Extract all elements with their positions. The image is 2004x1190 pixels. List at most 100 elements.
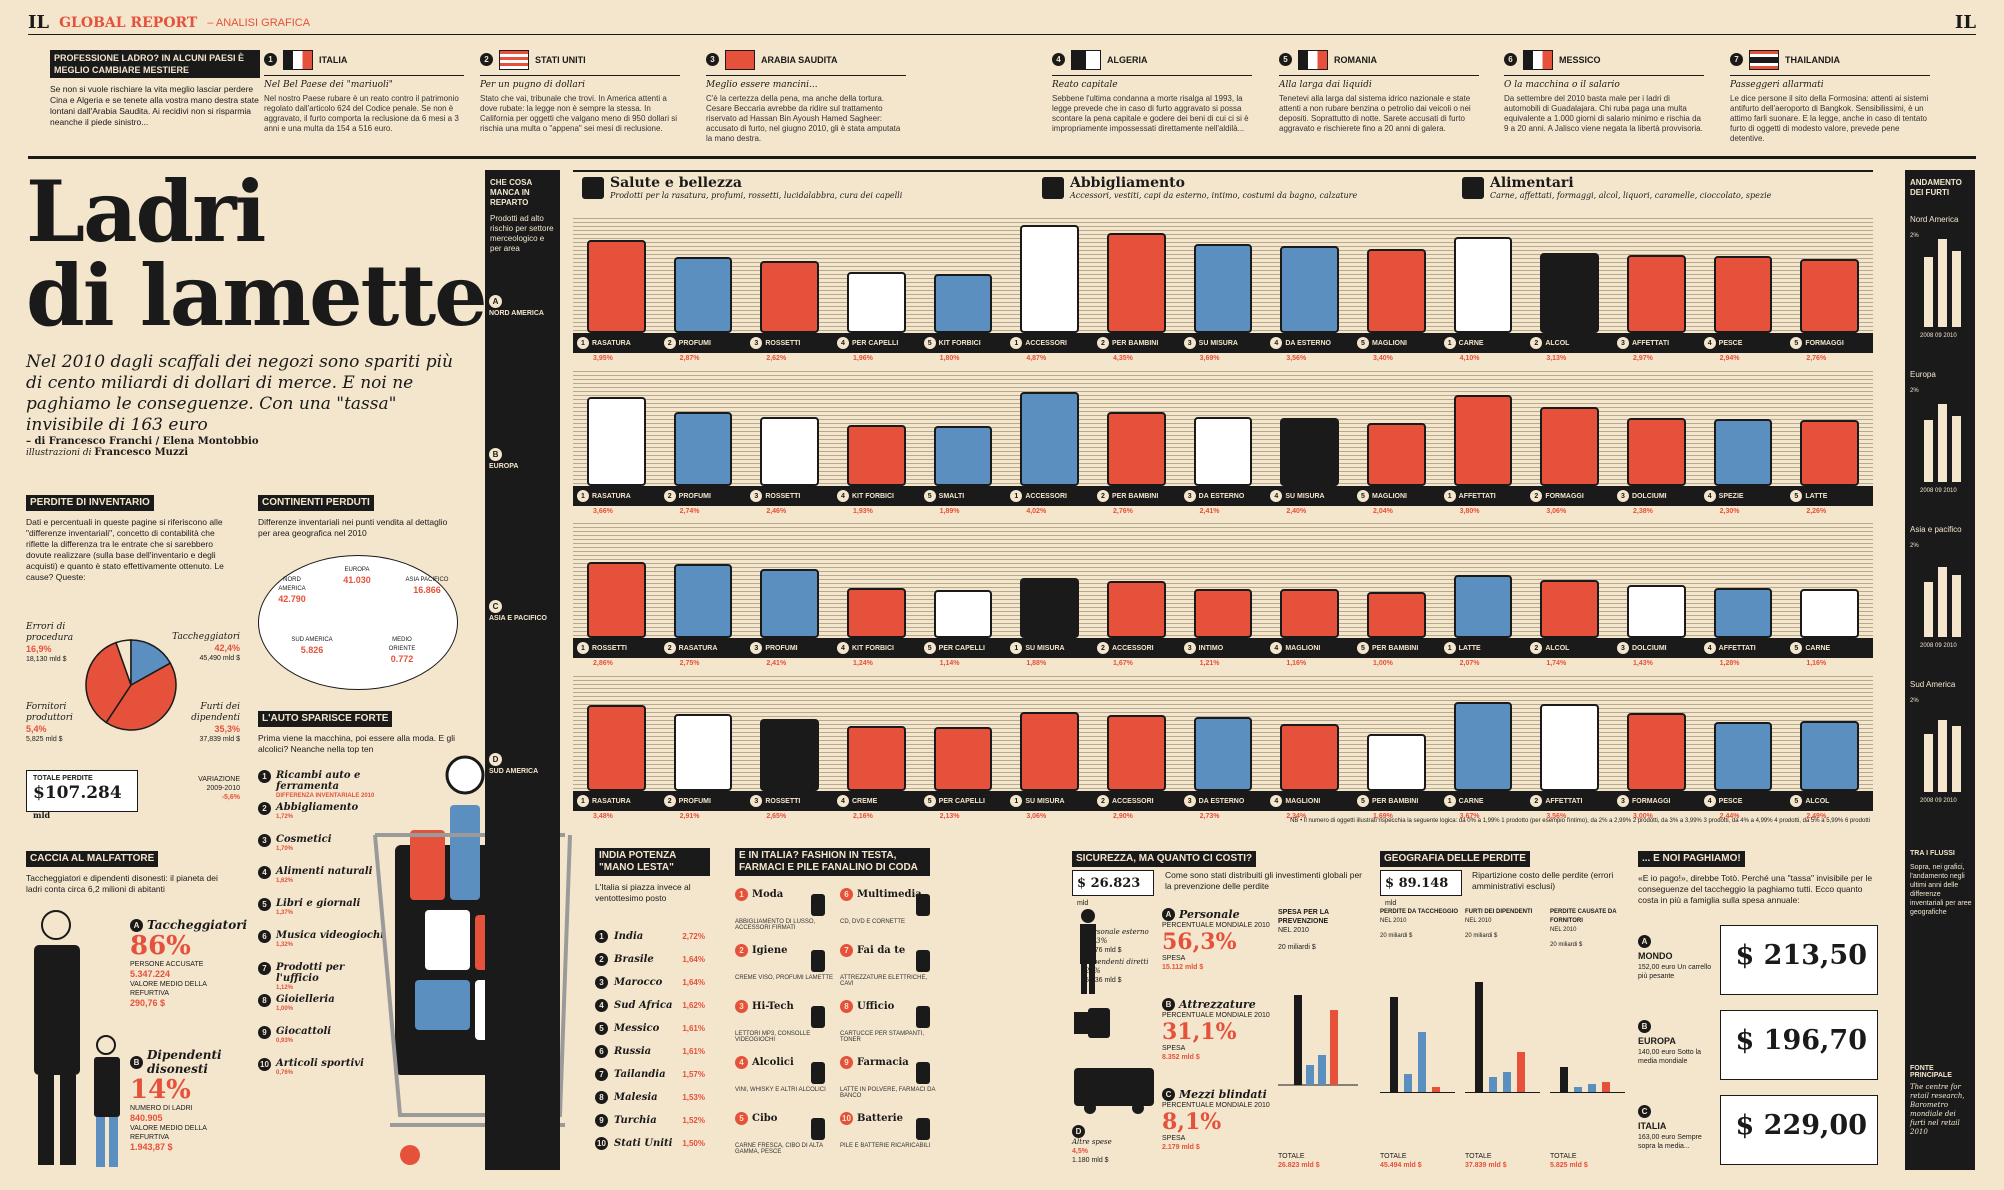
auto-item: 6 Musica videogiochi 1,32% bbox=[258, 930, 388, 962]
title-line-2: di lamette bbox=[26, 246, 488, 345]
product-icon bbox=[673, 564, 733, 638]
continenti-section: CONTINENTI PERDUTI Differenze inventaria… bbox=[258, 492, 458, 539]
product-tag: 1 RASATURA bbox=[577, 793, 631, 809]
product-pct: 2,44% bbox=[1719, 813, 1740, 820]
product-pct: 3,56% bbox=[1286, 355, 1307, 362]
product-icon bbox=[933, 425, 993, 486]
product-tag: 5 MAGLIONI bbox=[1357, 335, 1407, 351]
italia-item: 7 Fai da te ATTREZZATURE ELETTRICHE, CAVI bbox=[840, 944, 940, 987]
product-icon bbox=[1713, 419, 1773, 486]
italia-item: 5 Cibo CARNE FRESCA, CIBO DI ALTA GAMMA, P… bbox=[735, 1112, 835, 1155]
product-icon bbox=[1107, 581, 1166, 638]
product-icon bbox=[1193, 243, 1253, 333]
continent-3: SUD AMERICA 5.826 bbox=[291, 637, 333, 655]
product-icon bbox=[1800, 721, 1859, 791]
product-tag: 4 MAGLIONI bbox=[1270, 793, 1320, 809]
auto-title: L'AUTO SPARISCE FORTE bbox=[258, 711, 393, 727]
india-item: 9 Turchia 1,52% bbox=[595, 1109, 705, 1132]
product-tag: 5 PER CAPELLI bbox=[923, 793, 985, 809]
italia-item: 1 Moda ABBIGLIAMENTO DI LUSSO, ACCESSORI F… bbox=[735, 888, 835, 931]
country-text: Da settembre del 2010 basta male per i l… bbox=[1504, 94, 1703, 133]
product-pct: 2,97% bbox=[1633, 355, 1653, 362]
trend-bar bbox=[1938, 720, 1947, 792]
shelf-region-1: B EUROPA bbox=[489, 448, 519, 470]
product-pct: 4,10% bbox=[1459, 355, 1480, 362]
product-tag: 3 ROSSETTI bbox=[750, 793, 800, 809]
product-tag: 1 ACCESSORI bbox=[1010, 335, 1067, 351]
product-tag: 5 FORMAGGI bbox=[1790, 335, 1844, 351]
category-icon bbox=[916, 1062, 930, 1084]
paghiamo-card-0: $ 213,50 bbox=[1720, 925, 1878, 995]
product-pct: 2,94% bbox=[1719, 355, 1740, 362]
product-tag: 4 DA ESTERNO bbox=[1270, 335, 1331, 351]
product-tag: 3 DA ESTERNO bbox=[1183, 488, 1244, 504]
product-pct: 3,00% bbox=[1633, 813, 1653, 820]
sicurezza-title: SICUREZZA, MA QUANTO CI COSTI? bbox=[1072, 851, 1257, 867]
product-icon bbox=[1367, 423, 1426, 486]
product-icon bbox=[1107, 233, 1166, 333]
geo-chart-0: PERDITE DA TACCHEGGIO NEL 2010 20 miliardi… bbox=[1380, 909, 1459, 1169]
product-tag: 1 ACCESSORI bbox=[1010, 488, 1067, 504]
product-pct: 1,28% bbox=[1719, 660, 1740, 667]
product-tag: 2 ACCESSORI bbox=[1097, 640, 1154, 656]
product-pct: 2,76% bbox=[1113, 508, 1133, 515]
caccia-section: CACCIA AL MALFATTORE Taccheggiatori e di… bbox=[26, 848, 236, 895]
product-tag: 4 CREME bbox=[837, 793, 877, 809]
category-icon bbox=[582, 177, 604, 199]
product-pct: 2,90% bbox=[1113, 813, 1133, 820]
product-icon bbox=[1713, 587, 1773, 638]
logo: IL bbox=[28, 12, 50, 33]
shelf: 1 RASATURA 3,95% 2 PROFUMI 2,87% 3 ROSSETTI 2,62… bbox=[573, 215, 1873, 365]
product-pct: 1,80% bbox=[939, 355, 960, 362]
product-pct: 2,40% bbox=[1286, 508, 1307, 515]
product-icon bbox=[760, 718, 819, 791]
product-pct: 2,26% bbox=[1806, 508, 1827, 515]
product-icon bbox=[1713, 721, 1773, 791]
product-pct: 2,41% bbox=[1199, 508, 1220, 515]
intro-box: PROFESSIONE LADRO? IN ALCUNI PAESI È MEG… bbox=[50, 50, 260, 128]
product-icon bbox=[1800, 258, 1859, 333]
auto-item: 1 Ricambi auto e ferramenta DIFFERENZA INV… bbox=[258, 770, 388, 802]
flag-icon bbox=[1298, 49, 1328, 70]
flag-icon bbox=[1749, 49, 1779, 70]
product-tag: 3 ROSSETTI bbox=[750, 335, 800, 351]
product-icon bbox=[1540, 252, 1599, 333]
shelf: 1 RASATURA 3,48% 2 PROFUMI 2,91% 3 ROSSETTI 2,65… bbox=[573, 673, 1873, 823]
masthead: IL GLOBAL REPORT – ANALISI GRAFICA bbox=[28, 12, 310, 33]
india-item: 1 India 2,72% bbox=[595, 925, 705, 948]
product-tag: 5 CARNE bbox=[1790, 640, 1830, 656]
product-tag: 3 INTIMO bbox=[1183, 640, 1223, 656]
trend-bar bbox=[1952, 251, 1961, 327]
product-tag: 2 ALCOL bbox=[1530, 640, 1569, 656]
trend-bar bbox=[1938, 239, 1947, 327]
continent-1: EUROPA 41.030 bbox=[343, 567, 371, 585]
variation: VARIAZIONE 2009-2010 -5,6% bbox=[198, 776, 240, 801]
pie-label-furti-dipendenti: Furti dei dipendenti 35,3% 37,839 mld $ bbox=[191, 702, 240, 743]
trend-bar bbox=[1924, 734, 1933, 792]
geografia-text: Ripartizione costo delle perdite (errori… bbox=[1472, 870, 1614, 891]
thieves-illustration bbox=[34, 910, 120, 1167]
product-pct: 4,87% bbox=[1026, 355, 1047, 362]
continent-2: ASIA PACIFICO 16.866 bbox=[405, 577, 449, 595]
product-icon bbox=[1280, 723, 1339, 791]
auto-item: 5 Libri e giornali 1,37% bbox=[258, 898, 388, 930]
product-tag: 1 CARNE bbox=[1443, 793, 1484, 809]
product-tag: 1 SU MISURA bbox=[1010, 640, 1065, 656]
geo-bar bbox=[1560, 1067, 1568, 1092]
geo-bar bbox=[1489, 1077, 1497, 1092]
andamento-chart-3: Sud America 2% 2008 09 2010 bbox=[1910, 680, 1970, 810]
flag-icon bbox=[1071, 49, 1101, 70]
product-icon bbox=[673, 412, 733, 486]
product-icon bbox=[1800, 419, 1859, 486]
pie-label-errori: Errori di procedura 16,9% 18,130 mld $ bbox=[26, 622, 74, 663]
product-tag: 3 AFFETTATI bbox=[1617, 335, 1669, 351]
product-pct: 3,66% bbox=[593, 508, 613, 515]
continenti-title: CONTINENTI PERDUTI bbox=[258, 495, 374, 511]
product-icon bbox=[1800, 589, 1859, 638]
product-pct: 2,86% bbox=[593, 660, 613, 667]
product-pct: 2,74% bbox=[679, 508, 700, 515]
india-item: 6 Russia 1,61% bbox=[595, 1040, 705, 1063]
country-3: 3 ARABIA SAUDITA Meglio essere mancini... C… bbox=[706, 48, 906, 148]
product-tag: 4 PESCE bbox=[1703, 793, 1742, 809]
product-tag: 4 KIT FORBICI bbox=[837, 488, 894, 504]
